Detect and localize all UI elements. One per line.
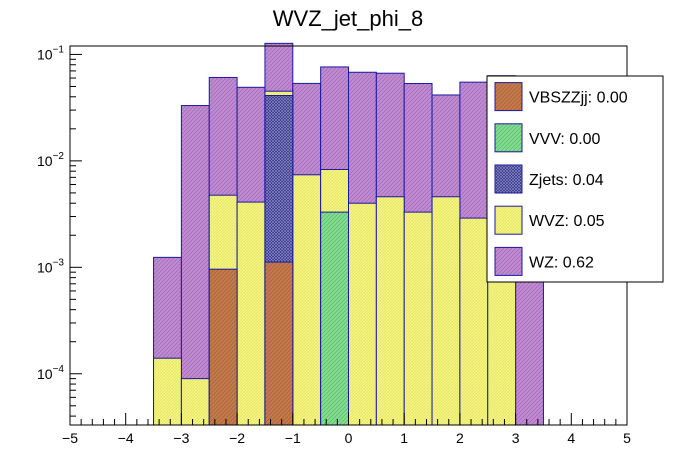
bar-vbszzjj-2 (208, 268, 238, 426)
y-tick-label: 10−1 (37, 44, 64, 62)
bar-wvz-8-outline (375, 196, 405, 426)
legend-label: WZ: 0.62 (529, 254, 594, 271)
bar-wvz-10-outline (431, 196, 461, 426)
chart-title: WVZ_jet_phi_8 (273, 6, 423, 31)
bar-wvz-5 (292, 174, 322, 426)
legend: VBSZZjj: 0.00 VVV: 0.00 Zjets: 0.04 WVZ: 0.… (486, 75, 664, 283)
legend-swatch-outline (494, 246, 523, 276)
bar-wvz-1 (180, 378, 210, 426)
bar-wvz-3-outline (236, 201, 266, 426)
x-tick-label: −5 (62, 430, 78, 446)
legend-entry: VVV: 0.00 (494, 123, 601, 153)
bars-layer (153, 42, 544, 426)
bar-wz-13-outline (515, 262, 544, 426)
legend-entry: VBSZZjj: 0.00 (494, 82, 628, 112)
bar-wvz-3 (236, 201, 266, 426)
bar-vbszzjj-2-outline (208, 268, 238, 426)
bar-wvz-9-outline (403, 211, 433, 426)
legend-label: VBSZZjj: 0.00 (529, 90, 628, 107)
bar-wvz-0 (153, 357, 182, 426)
bar-wvz-1-outline (180, 378, 210, 426)
legend-entry: WVZ: 0.05 (494, 205, 605, 235)
y-tick-label: 10−4 (37, 364, 64, 382)
x-tick-label: −1 (285, 430, 301, 446)
bar-wz-13 (515, 262, 544, 426)
x-tick-label: −3 (173, 430, 189, 446)
bar-vbszzjj-4 (264, 261, 294, 426)
bar-wvz-10 (431, 196, 461, 426)
legend-swatch-outline (494, 123, 523, 153)
x-tick-label: 0 (345, 430, 353, 446)
x-tick-label: 1 (400, 430, 408, 446)
legend-entry: WZ: 0.62 (494, 246, 594, 276)
axes-layer: −5 −4 −3 −2 −1 0 1 2 3 4 5 10−4 10−3 10−2 10−1 (37, 44, 631, 446)
legend-label: Zjets: 0.04 (529, 172, 604, 189)
bar-wvz-7 (348, 202, 377, 426)
x-tick-label: −2 (229, 430, 245, 446)
x-tick-label: 2 (456, 430, 464, 446)
y-tick-label: 10−3 (37, 257, 64, 275)
bar-wvz-9 (403, 211, 433, 426)
bar-wvz-5-outline (292, 174, 322, 426)
legend-swatch-outline (494, 205, 523, 235)
bar-vvv-6-outline (320, 211, 349, 426)
legend-label: VVV: 0.00 (529, 131, 601, 148)
x-tick-label: 4 (567, 430, 575, 446)
bar-vvv-6 (320, 211, 349, 426)
legend-entry: Zjets: 0.04 (494, 164, 604, 194)
bar-wz-1-outline (180, 105, 210, 426)
bar-wz-1 (180, 105, 210, 426)
bar-wvz-0-outline (153, 357, 182, 426)
legend-swatch-outline (494, 82, 523, 112)
bar-wvz-11-outline (459, 217, 489, 426)
x-tick-label: −4 (118, 430, 134, 446)
legend-swatch-outline (494, 164, 523, 194)
bar-wvz-8 (375, 196, 405, 426)
x-tick-label: 3 (512, 430, 520, 446)
bar-wvz-11 (459, 217, 489, 426)
x-tick-label: 5 (623, 430, 631, 446)
bar-wvz-7-outline (348, 202, 377, 426)
bar-vbszzjj-4-outline (264, 261, 294, 426)
legend-label: WVZ: 0.05 (529, 213, 605, 230)
y-tick-label: 10−2 (37, 151, 64, 169)
